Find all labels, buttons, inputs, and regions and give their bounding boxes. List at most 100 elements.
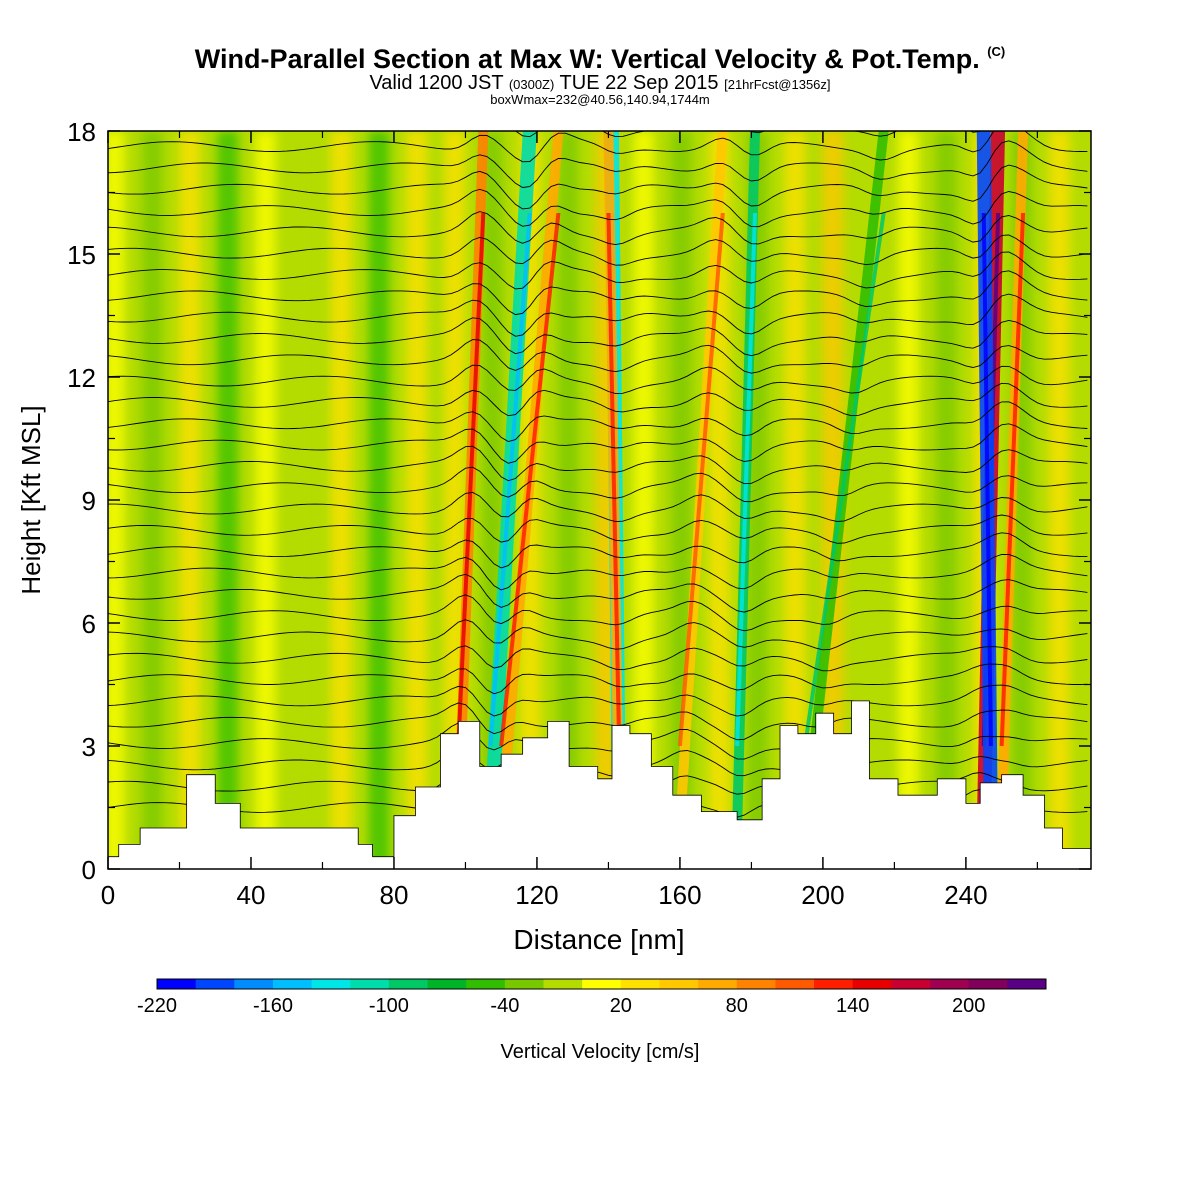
colorbar-swatch bbox=[1007, 979, 1047, 989]
x-tick-label: 80 bbox=[380, 880, 409, 910]
y-tick-label: 9 bbox=[82, 486, 96, 516]
isentrope bbox=[108, 131, 1088, 163]
x-axis-label: Distance [nm] bbox=[513, 924, 684, 955]
isentropes bbox=[108, 131, 1088, 820]
title-main: Wind-Parallel Section at Max W: Vertical… bbox=[194, 44, 980, 74]
velocity-band bbox=[935, 131, 957, 869]
isentrope bbox=[108, 382, 1088, 417]
velocity-band bbox=[217, 131, 239, 869]
isentrope bbox=[108, 619, 1088, 651]
isentrope bbox=[108, 164, 1088, 210]
axes: 0 40 80 120 160 200 240 0 3 6 9 12 15 18 bbox=[67, 117, 1091, 910]
colorbar-swatch bbox=[814, 979, 854, 989]
colorbar-swatch bbox=[620, 979, 660, 989]
isentrope bbox=[108, 722, 1088, 760]
colorbar-swatch bbox=[891, 979, 931, 989]
downdraft-core bbox=[981, 213, 993, 746]
velocity-band bbox=[368, 131, 390, 869]
x-tick-label: 200 bbox=[801, 880, 844, 910]
isentrope bbox=[108, 594, 1088, 632]
colorbar-swatch bbox=[272, 979, 313, 989]
velocity-band bbox=[897, 131, 919, 869]
updraft-core bbox=[999, 213, 1026, 746]
colorbar-swatch bbox=[775, 979, 815, 989]
colorbar: -220 -160 -100 -40 20 80 140 200 bbox=[137, 978, 1047, 1017]
colorbar-swatch bbox=[311, 979, 351, 989]
terrain bbox=[108, 700, 1091, 869]
isentrope bbox=[108, 140, 1088, 188]
y-tick-label: 18 bbox=[67, 117, 96, 147]
x-tick-label: 40 bbox=[237, 880, 266, 910]
valid-date: TUE 22 Sep 2015 bbox=[559, 72, 719, 94]
colorbar-tick-label: 140 bbox=[836, 995, 869, 1017]
isentrope bbox=[108, 293, 1088, 337]
y-tick-label: 3 bbox=[82, 732, 96, 762]
velocity-band bbox=[822, 131, 844, 869]
colorbar-swatch bbox=[736, 979, 776, 989]
velocity-band bbox=[330, 131, 352, 869]
colorbar-tick-label: 200 bbox=[952, 995, 985, 1017]
isentrope bbox=[108, 702, 1088, 741]
downdraft-core bbox=[735, 213, 757, 746]
x-tick-label: 120 bbox=[515, 880, 558, 910]
downdraft-core bbox=[803, 213, 886, 746]
y-tick-label: 12 bbox=[67, 363, 96, 393]
velocity-band bbox=[1049, 131, 1070, 869]
colorbar-swatch bbox=[466, 979, 506, 989]
colorbar-swatch bbox=[195, 979, 235, 989]
isentrope bbox=[108, 532, 1088, 569]
colorbar-frame bbox=[156, 978, 1047, 990]
isentrope bbox=[108, 553, 1088, 591]
isentrope bbox=[108, 251, 1088, 290]
box-info: boxWmax=232@40.56,140.94,1744m bbox=[490, 92, 710, 107]
velocity-band bbox=[179, 131, 201, 869]
updraft-core bbox=[456, 213, 486, 746]
colorbar-swatch bbox=[582, 979, 622, 989]
isentrope bbox=[108, 364, 1088, 395]
y-tick-label: 15 bbox=[67, 240, 96, 270]
velocity-features bbox=[453, 131, 1029, 828]
isentrope bbox=[108, 684, 1088, 717]
updraft-core bbox=[499, 213, 561, 746]
colorbar-tick-label: -100 bbox=[369, 995, 409, 1017]
colorbar-tick-label: -160 bbox=[253, 995, 293, 1017]
chart-title: Wind-Parallel Section at Max W: Vertical… bbox=[0, 44, 1200, 75]
isentrope bbox=[108, 270, 1088, 316]
isentrope bbox=[108, 663, 1088, 695]
velocity-band bbox=[255, 131, 277, 869]
y-tick-label: 6 bbox=[82, 609, 96, 639]
isentrope bbox=[108, 466, 1088, 503]
colorbar-swatch bbox=[234, 979, 274, 989]
colorbar-swatch bbox=[698, 979, 738, 989]
colorbar-swatch bbox=[350, 979, 390, 989]
y-axis-label: Height [Kft MSL] bbox=[16, 405, 46, 594]
updraft-core bbox=[606, 213, 622, 746]
isentrope bbox=[108, 339, 1088, 374]
colorbar-swatch bbox=[968, 979, 1008, 989]
colorbar-swatch bbox=[659, 979, 699, 989]
isentrope bbox=[108, 188, 1088, 228]
x-tick-label: 0 bbox=[101, 880, 115, 910]
forecast-info: [21hrFcst@1356z] bbox=[724, 77, 831, 92]
colorbar-label: Vertical Velocity [cm/s] bbox=[501, 1041, 700, 1063]
isentrope bbox=[108, 317, 1088, 357]
velocity-band bbox=[406, 131, 428, 869]
isentrope bbox=[108, 401, 1088, 442]
colorbar-tick-label: -40 bbox=[490, 995, 519, 1017]
colorbar-tick-label: 80 bbox=[726, 995, 748, 1017]
colorbar-tick-label: -220 bbox=[137, 995, 177, 1017]
velocity-band bbox=[141, 131, 163, 869]
isentrope bbox=[108, 573, 1088, 613]
isentrope bbox=[108, 491, 1088, 523]
isentrope bbox=[108, 211, 1088, 246]
valid-time-line: Valid 1200 JST (0300Z) TUE 22 Sep 2015 [… bbox=[0, 72, 1200, 95]
colorbar-swatch bbox=[852, 979, 892, 989]
velocity-band bbox=[293, 131, 314, 869]
valid-prefix: Valid 1200 JST bbox=[369, 72, 504, 94]
colorbar-swatch bbox=[388, 979, 429, 989]
isentrope bbox=[108, 423, 1088, 464]
colorbar-swatch bbox=[504, 979, 545, 989]
colorbar-swatch bbox=[930, 979, 970, 989]
isentrope bbox=[108, 514, 1088, 544]
x-tick-label: 240 bbox=[944, 880, 987, 910]
